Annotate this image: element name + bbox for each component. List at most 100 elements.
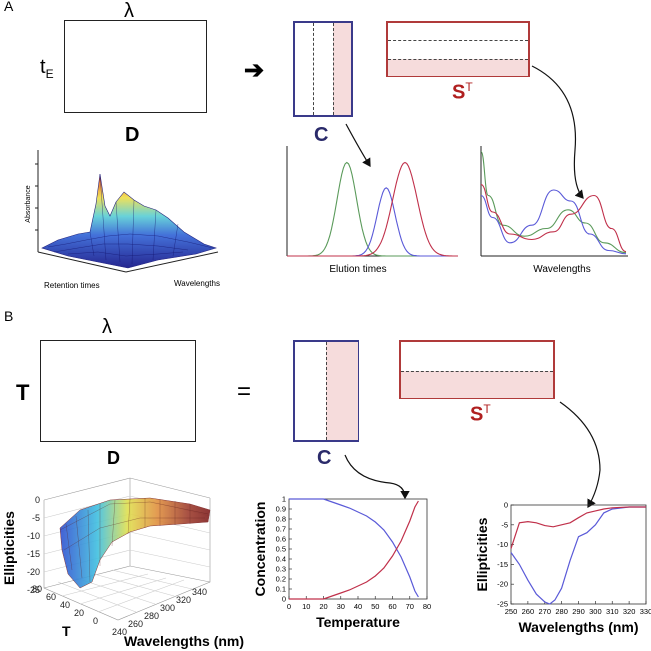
spectra-series-red: [480, 183, 627, 253]
ell-xtick-label: 270: [538, 607, 551, 616]
surf-b-ttick-label: 0: [93, 616, 98, 626]
panel-a-lambda: λ: [124, 0, 134, 22]
ellipticity-chart: 250 260 270 280 290 300 310 320 330 0 -5 -10 -15 -20 -…: [474, 501, 651, 636]
ell-xlabel: Wavelengths (nm): [518, 619, 638, 635]
c-dashed-line-1: [313, 23, 314, 115]
conc-ytick-label: 1: [282, 495, 286, 504]
surf-a-ylabel: Absorbance: [25, 185, 32, 222]
conc-ytick-label: 0: [282, 595, 286, 604]
panel-a-st-label: ST: [452, 80, 473, 105]
tE-sub: E: [45, 67, 54, 81]
conc-ytick-label: 0.3: [276, 565, 286, 574]
surf-b-ttick-label: 20: [74, 608, 84, 618]
surf-b-ytick-label: -15: [27, 549, 40, 559]
ell-xtick-label: 250: [505, 607, 518, 616]
surf-b-wtick-label: 340: [192, 587, 207, 597]
surf-b-ttick-label: 60: [46, 592, 56, 602]
surf-b-wtick-label: 280: [144, 611, 159, 621]
bst-main: S: [470, 403, 484, 426]
surf-b-wtick-label: 300: [160, 603, 175, 613]
surf-a-zlabel: Wavelengths: [174, 279, 220, 288]
ell-ytick-label: 0: [504, 501, 508, 510]
surf-b-mesh: [59, 497, 211, 589]
surf-b-ytick-label: -20: [27, 567, 40, 577]
panel-b-equals: =: [237, 378, 252, 405]
conc-ytick-label: 0.4: [276, 555, 286, 564]
ell-frame: [510, 504, 647, 605]
spectra-series-blue: [480, 189, 627, 255]
ell-xtick-label: 300: [589, 607, 602, 616]
conc-xtick-label: 40: [354, 602, 362, 611]
conc-xtick-label: 20: [319, 602, 327, 611]
st-shaded-row: [388, 59, 528, 76]
arrow-st-to-spectra: [531, 65, 584, 199]
panel-b-d-label: D: [107, 448, 120, 468]
surf-b-wtick-label: 260: [128, 619, 143, 629]
panel-b-matrix-d: [40, 340, 196, 442]
ell-xtick-label: 290: [572, 607, 585, 616]
conc-ytick-label: 0.5: [276, 545, 286, 554]
conc-ytick-label: 0.9: [276, 505, 286, 514]
panel-a-matrix-st: [386, 21, 530, 77]
panel-a-label: A: [4, 0, 14, 14]
surf-b-ytick-label: -5: [32, 513, 40, 523]
conc-ytick-label: 0.1: [276, 585, 286, 594]
spectra-series-green: [480, 150, 627, 254]
panel-b-label: B: [4, 308, 14, 324]
c-shaded-column: [333, 23, 351, 115]
ell-ylabel: Ellipticities: [474, 517, 490, 591]
panel-b-c-label: C: [317, 447, 332, 469]
conc-xtick-label: 50: [371, 602, 379, 611]
ell-ytick-label: -20: [497, 580, 508, 589]
surf-b-ttick-label: 80: [32, 584, 42, 594]
arrow-bc-to-conc: [344, 454, 410, 500]
panel-b-lambda: λ: [102, 316, 112, 338]
conc-xtick-label: 30: [337, 602, 345, 611]
elution-series-blue: [287, 187, 458, 257]
ell-xtick-label: 330: [640, 607, 651, 616]
conc-ylabel: Concentration: [252, 502, 268, 597]
c-dashed-line-2: [333, 23, 334, 115]
surf-b-wtick-label: 240: [112, 627, 127, 637]
surf-b-ytick-label: -25: [27, 585, 40, 595]
ell-ytick-label: -5: [501, 520, 508, 529]
panel-a-surface-plot: Absorbance Retention times Wavelengths: [25, 150, 220, 290]
bst-shaded-row: [401, 371, 553, 398]
surf-b-wtick-label: 320: [176, 595, 191, 605]
conc-xtick-label: 70: [406, 602, 414, 611]
st-main: S: [452, 81, 466, 104]
conc-xtick-label: 0: [287, 602, 291, 611]
conc-ytick-label: 0.2: [276, 575, 286, 584]
conc-series-blue: [289, 498, 419, 598]
conc-frame: [288, 498, 428, 600]
surf-b-wlabel: Wavelengths (nm): [124, 633, 244, 649]
surf-b-ytick-label: -10: [27, 531, 40, 541]
panel-a-matrix-d: [64, 20, 207, 113]
surf-b-ylabel: Ellipticities: [1, 511, 17, 585]
surf-b-ytick-label: 0: [35, 495, 40, 505]
conc-xtick-label: 10: [302, 602, 310, 611]
st-dashed-line-1: [388, 40, 528, 41]
panel-b-st-label: ST: [470, 402, 491, 427]
surf-a-axis-x: [37, 251, 127, 273]
spectra-chart: Wavelengths: [480, 146, 628, 275]
conc-ytick-label: 0.6: [276, 535, 286, 544]
ell-ytick-label: -10: [497, 540, 508, 549]
ell-xtick-label: 260: [522, 607, 535, 616]
surf-a-axis-y: [125, 251, 219, 273]
ell-series-blue: [510, 506, 646, 605]
surf-a-mesh: [41, 173, 217, 269]
elution-xlabel: Elution times: [329, 264, 386, 275]
ell-xtick-label: 310: [606, 607, 619, 616]
arrow-c-to-elution: [345, 123, 371, 168]
elution-chart: Elution times: [286, 146, 458, 275]
panel-b-t: T: [16, 380, 30, 405]
panel-a-c-label: C: [314, 124, 329, 146]
bc-shaded-column: [326, 342, 358, 440]
ell-xtick-label: 320: [623, 607, 636, 616]
panel-b-surface-plot: 0-5-10-15-20-25 Ellipticities 806040200 …: [1, 477, 244, 649]
tE-main: t: [40, 56, 46, 78]
panel-a-tE: tE: [40, 56, 54, 81]
st-sup: T: [465, 80, 473, 94]
